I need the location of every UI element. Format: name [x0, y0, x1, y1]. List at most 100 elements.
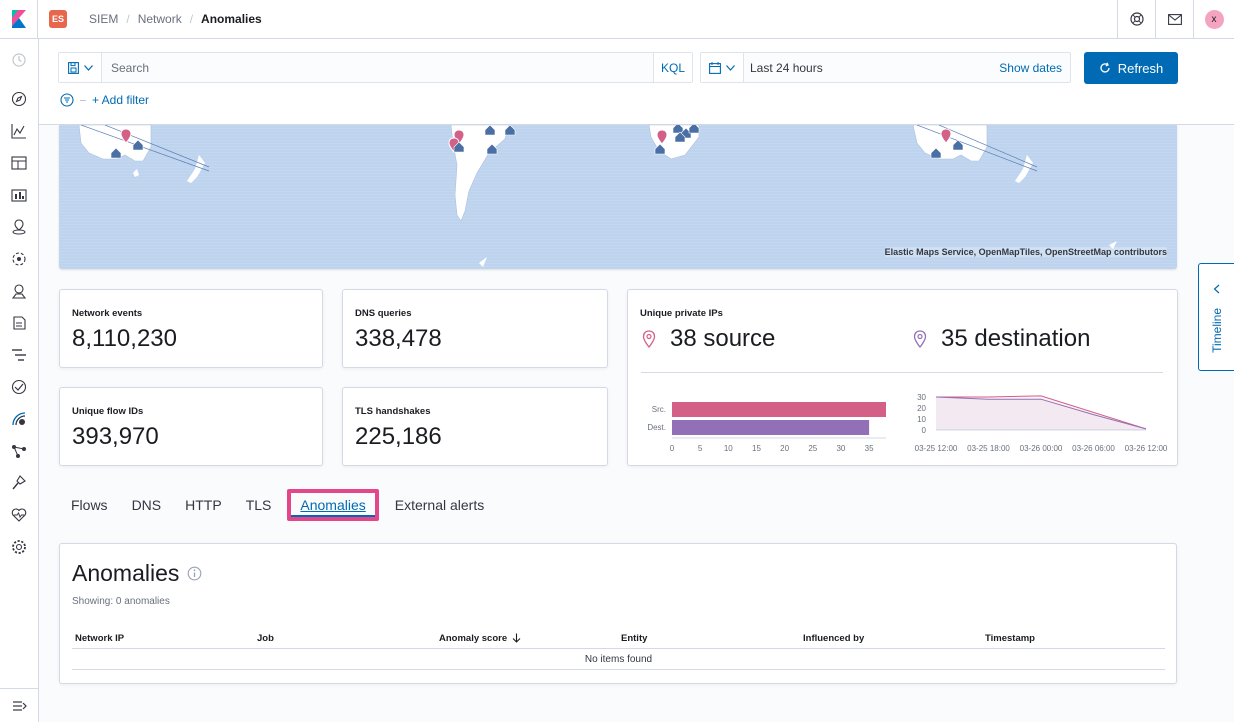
logs-icon[interactable]: [11, 315, 27, 331]
source-ip-stat: 38 source: [642, 325, 775, 353]
graph-icon[interactable]: [11, 443, 27, 459]
map-destination-markers[interactable]: [110, 125, 964, 159]
search-group: KQL: [58, 52, 693, 83]
empty-table-message: No items found: [72, 649, 1165, 670]
column-influenced-by[interactable]: Influenced by: [803, 632, 865, 644]
tab-external-alerts[interactable]: External alerts: [394, 497, 485, 513]
map-landmass-new-zealand-repeat: [1015, 155, 1033, 183]
unique-private-ips-title: Unique private IPs: [640, 308, 723, 319]
maps-icon[interactable]: [11, 219, 27, 235]
breadcrumb-network[interactable]: Network: [137, 12, 182, 26]
ip-bar-chart[interactable]: Src. Dest. 0 5 10 15 20 25 30 35: [636, 394, 892, 454]
timeline-label: Timeline: [1209, 308, 1224, 353]
area-y-tick: 0: [922, 426, 927, 435]
newsfeed-mail-icon[interactable]: [1155, 0, 1193, 38]
map-landmass-south-america: [450, 125, 510, 222]
tls-handshakes-value: 225,186: [355, 423, 442, 450]
area-line-destination: [935, 396, 1147, 430]
map-pin-source[interactable]: [120, 128, 132, 144]
tab-dns[interactable]: DNS: [131, 497, 162, 513]
timeline-flyout-button[interactable]: Timeline: [1198, 263, 1234, 371]
map-marker-icon: [913, 330, 927, 348]
infrastructure-icon[interactable]: [11, 283, 27, 299]
visualize-chart-icon[interactable]: [11, 123, 27, 139]
anomalies-count-text: Showing: 0 anomalies: [72, 596, 170, 607]
map-pin-source[interactable]: [940, 128, 952, 144]
anomalies-table: Network IP Job Anomaly score Entity Infl…: [72, 628, 1165, 670]
area-y-tick: 20: [917, 404, 926, 413]
tls-handshakes-title: TLS handshakes: [355, 406, 431, 417]
column-entity[interactable]: Entity: [621, 632, 648, 644]
breadcrumb-separator: /: [126, 12, 130, 26]
network-events-panel: Network events 8,110,230: [59, 289, 323, 368]
area-x-tick: 03-25 18:00: [967, 444, 1010, 453]
help-icon[interactable]: [1117, 0, 1155, 38]
date-picker: Last 24 hours Show dates: [700, 52, 1071, 83]
discover-compass-icon[interactable]: [11, 91, 27, 107]
tab-http[interactable]: HTTP: [185, 497, 222, 513]
apm-icon[interactable]: [11, 347, 27, 363]
area-x-tick: 03-25 12:00: [915, 444, 958, 453]
bar-x-tick: 20: [780, 444, 789, 453]
tab-tls[interactable]: TLS: [245, 497, 272, 513]
user-menu[interactable]: x: [1193, 0, 1234, 38]
area-line-source: [936, 395, 1147, 430]
ip-area-chart[interactable]: 30 20 10 0 03-25 12:00 03-25 18:00 03-26 00:00…: [906, 394, 1170, 454]
uptime-icon[interactable]: [11, 379, 27, 395]
network-map[interactable]: Elastic Maps Service, OpenMapTiles, Open…: [59, 125, 1177, 269]
nav-collapse-button[interactable]: [0, 688, 39, 722]
dashboard-icon[interactable]: [11, 155, 27, 171]
show-dates-link[interactable]: Show dates: [999, 60, 1062, 75]
dns-queries-panel: DNS queries 338,478: [342, 289, 608, 368]
column-network-ip[interactable]: Network IP: [75, 632, 125, 644]
info-icon[interactable]: [187, 566, 202, 581]
management-gear-icon[interactable]: [11, 539, 27, 555]
monitoring-heartbeat-icon[interactable]: [11, 507, 27, 523]
panel-divider: [641, 372, 1163, 373]
map-connection-line: [938, 125, 1038, 168]
tab-anomalies[interactable]: Anomalies: [287, 489, 379, 521]
bar-x-tick: 5: [698, 444, 703, 453]
quick-date-menu-button[interactable]: [701, 53, 744, 82]
bar-x-tick: 10: [724, 444, 733, 453]
area-y-tick: 30: [917, 394, 926, 402]
kibana-logo[interactable]: [0, 0, 38, 38]
space-avatar[interactable]: ES: [49, 10, 67, 28]
dev-tools-icon[interactable]: [11, 475, 27, 491]
refresh-button[interactable]: Refresh: [1084, 52, 1178, 84]
saved-queries-button[interactable]: [59, 53, 102, 82]
column-timestamp[interactable]: Timestamp: [985, 632, 1035, 644]
add-filter-button[interactable]: + Add filter: [92, 93, 150, 107]
column-anomaly-score[interactable]: Anomaly score: [436, 633, 618, 644]
table-header-row: Network IP Job Anomaly score Entity Infl…: [72, 628, 1165, 649]
ml-icon[interactable]: [11, 251, 27, 267]
area-x-tick: 03-26 12:00: [1125, 444, 1168, 453]
bar-category-label: Dest.: [647, 423, 666, 432]
user-avatar[interactable]: x: [1204, 9, 1224, 29]
kql-toggle-button[interactable]: KQL: [652, 53, 692, 82]
unique-flow-ids-panel: Unique flow IDs 393,970: [59, 387, 323, 466]
anomalies-heading: Anomalies: [72, 560, 202, 587]
chevron-down-icon: [726, 64, 735, 71]
filter-menu-icon[interactable]: [60, 93, 74, 107]
calendar-icon: [709, 61, 721, 74]
area-fill-destination: [936, 397, 1146, 430]
tab-flows[interactable]: Flows: [71, 497, 108, 513]
recently-viewed-clock-icon[interactable]: [11, 52, 27, 68]
bar-x-tick: 0: [670, 444, 675, 453]
canvas-icon[interactable]: [11, 187, 27, 203]
breadcrumb-siem[interactable]: SIEM: [89, 12, 119, 26]
unique-flow-ids-title: Unique flow IDs: [72, 406, 144, 417]
bar-x-tick: 25: [808, 444, 817, 453]
date-range-text[interactable]: Last 24 hours: [750, 60, 823, 75]
column-job[interactable]: Job: [257, 632, 274, 644]
map-pin-source[interactable]: [656, 129, 668, 145]
anomalies-title: Anomalies: [72, 560, 180, 586]
map-connection-line: [916, 125, 1038, 172]
siem-icon[interactable]: [11, 411, 27, 427]
bar-src: [672, 402, 886, 417]
search-input[interactable]: [102, 53, 653, 82]
map-attribution[interactable]: Elastic Maps Service, OpenMapTiles, Open…: [884, 247, 1167, 257]
side-navigation: [0, 39, 39, 722]
